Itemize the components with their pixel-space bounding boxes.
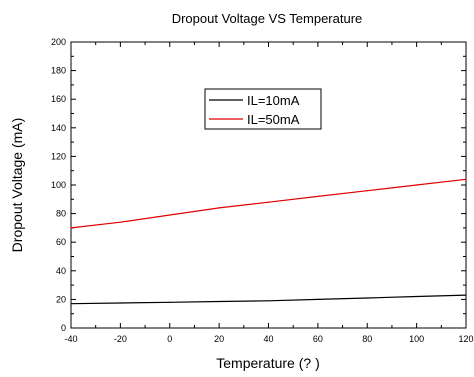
chart-title: Dropout Voltage VS Temperature xyxy=(172,11,363,26)
x-tick-label: 20 xyxy=(214,334,224,344)
x-tick-label: 40 xyxy=(263,334,273,344)
data-point xyxy=(218,207,220,209)
data-point xyxy=(169,301,171,303)
y-tick-label: 0 xyxy=(61,323,66,333)
y-tick-label: 60 xyxy=(56,237,66,247)
data-point xyxy=(169,214,171,216)
y-tick-label: 180 xyxy=(51,66,66,76)
x-tick-label: -20 xyxy=(114,334,127,344)
data-point xyxy=(416,295,418,298)
data-point xyxy=(70,227,72,229)
data-point xyxy=(317,298,319,300)
series-line-2 xyxy=(70,178,467,229)
plot-frame xyxy=(70,41,467,329)
data-point xyxy=(218,300,220,303)
legend-box xyxy=(204,88,322,130)
x-tick-label: -40 xyxy=(64,334,77,344)
data-point xyxy=(366,190,368,192)
y-tick-label: 200 xyxy=(51,37,66,47)
y-axis-title: Dropout Voltage (mA) xyxy=(9,118,25,253)
data-point xyxy=(317,195,319,198)
y-tick-label: 120 xyxy=(51,151,66,161)
y-tick-label: 20 xyxy=(56,294,66,304)
data-point xyxy=(267,300,270,302)
y-tick-label: 80 xyxy=(56,209,66,219)
legend-label-1: IL=10mA xyxy=(247,93,300,108)
y-tick-label: 160 xyxy=(51,94,66,104)
data-point xyxy=(465,178,467,180)
data-point xyxy=(119,221,121,223)
data-point xyxy=(366,297,368,299)
data-point xyxy=(267,201,270,203)
plot-area: -40 -20 0 20 40 60 80 100 120 0 20 40 60 80 100 120 140 1… xyxy=(51,37,474,344)
x-tick-label: 0 xyxy=(167,334,172,344)
x-tick-label: 80 xyxy=(362,334,372,344)
y-tick-label: 40 xyxy=(56,266,66,276)
x-tick-label: 120 xyxy=(458,334,473,344)
data-point xyxy=(416,184,418,186)
y-tick-label: 100 xyxy=(51,180,66,190)
series-line-1 xyxy=(70,294,467,305)
legend-label-2: IL=50mA xyxy=(247,112,300,127)
y-tick-label: 140 xyxy=(51,123,66,133)
x-tick-label: 60 xyxy=(313,334,323,344)
data-point xyxy=(465,294,467,296)
x-axis-title: Temperature (? ) xyxy=(216,355,319,371)
data-point xyxy=(119,302,121,304)
data-point xyxy=(70,303,72,305)
x-tick-label: 100 xyxy=(409,334,424,344)
